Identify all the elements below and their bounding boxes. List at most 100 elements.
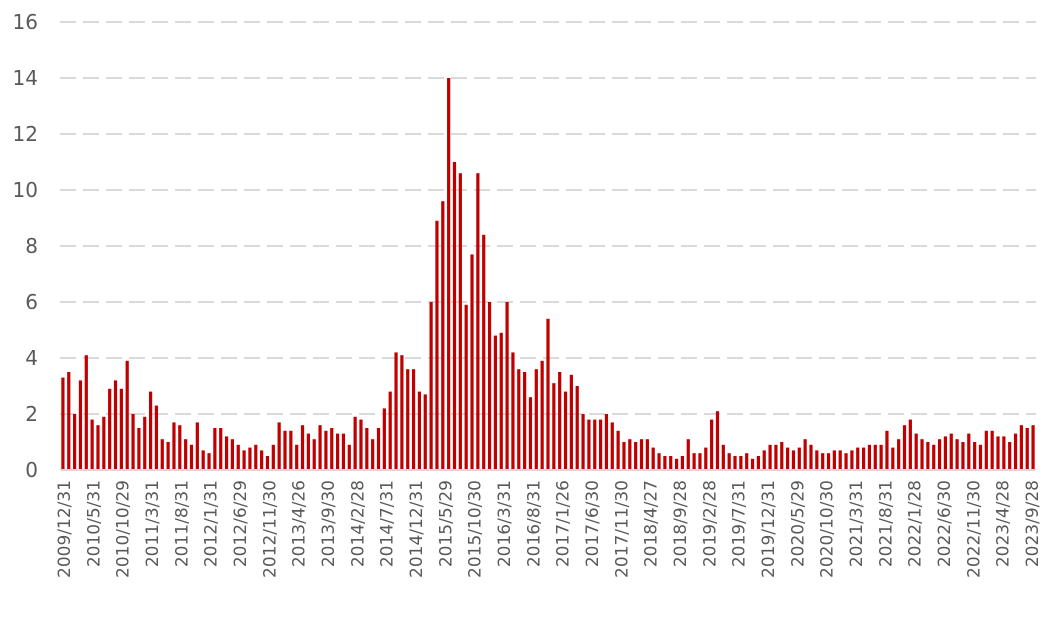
bar [762,450,766,470]
bar [908,419,912,470]
x-tick-label: 2014/2/28 [348,480,368,567]
bar [967,433,971,470]
bar [429,302,433,470]
bar [657,453,661,470]
x-axis: 2009/12/31 2010/5/31 2010/10/29 2011/3/31 20… [55,469,1043,578]
x-tick-label: 2023/9/28 [1023,480,1043,567]
bar [125,360,129,470]
bar [604,414,609,470]
bar [452,162,457,470]
bar [306,433,310,470]
bar [487,302,492,470]
bar [528,397,533,470]
x-tick-label: 2022/1/28 [906,480,926,567]
bar [721,444,725,470]
bar [230,439,235,470]
bar [803,439,807,470]
x-tick-label: 2012/1/31 [202,480,222,567]
bar [867,444,872,470]
bar [821,453,825,470]
bar [879,444,883,470]
bar [318,425,322,470]
bar [476,173,480,470]
bar [470,254,474,470]
bar [172,422,176,470]
x-tick-label: 2019/12/31 [759,480,779,578]
bar [914,433,918,470]
bar [400,355,404,470]
x-tick-label: 2014/7/31 [378,480,398,567]
grid-layer [60,21,1036,415]
bar [704,447,708,470]
bar [797,447,801,470]
bar [885,430,889,470]
bar [844,453,848,470]
bar [815,450,819,470]
bar [628,439,632,470]
x-tick-label: 2012/11/30 [260,480,280,578]
bar [295,444,299,470]
bar [943,436,948,470]
bar [645,439,649,470]
bar [727,453,731,470]
bar [178,425,182,470]
bar [254,444,258,470]
bar [973,442,977,470]
bar [248,447,252,470]
bar [353,416,357,470]
bar [1013,433,1018,470]
x-tick-label: 2017/11/30 [612,480,632,578]
bar [499,332,503,470]
bar [78,380,83,470]
bar [598,419,603,470]
bar [1019,425,1023,470]
y-tick-label: 6 [25,290,38,314]
x-tick-label: 2023/4/28 [994,480,1014,567]
bar [669,456,673,470]
bar [838,450,842,470]
bar [423,394,427,470]
bar [786,447,790,470]
bar [102,416,106,470]
x-tick-label: 2022/6/30 [935,480,955,567]
bar [902,425,907,470]
y-tick-label: 2 [25,402,38,426]
bar [1031,425,1035,470]
bar [464,304,468,470]
bar [236,444,240,470]
bar [67,372,71,470]
bar [417,391,422,470]
x-tick-label: 2013/9/30 [319,480,339,567]
bar [710,419,714,470]
bar [756,456,760,470]
bar [897,439,901,470]
bar [517,369,521,470]
bar [961,442,965,470]
x-tick-label: 2021/8/31 [876,480,896,567]
bar [131,414,135,470]
bar [768,444,772,470]
bar [639,439,644,470]
bar [435,220,439,470]
bar [96,425,100,470]
x-tick-label: 2016/3/31 [495,480,515,567]
x-tick-label: 2010/5/31 [84,480,104,567]
x-tick-label: 2010/10/29 [114,480,134,578]
bar [201,450,205,470]
bar [166,442,170,470]
bar [1002,436,1006,470]
bar [406,369,410,470]
bar [493,335,497,470]
bar [616,430,620,470]
bar [593,419,597,470]
bar [148,391,153,470]
bar [698,453,702,470]
bar [289,430,293,470]
bar [511,352,515,470]
bar [891,447,895,470]
bar [569,374,573,470]
bar [300,425,305,470]
bar [312,439,316,470]
x-tick-label: 2022/11/30 [964,480,984,578]
